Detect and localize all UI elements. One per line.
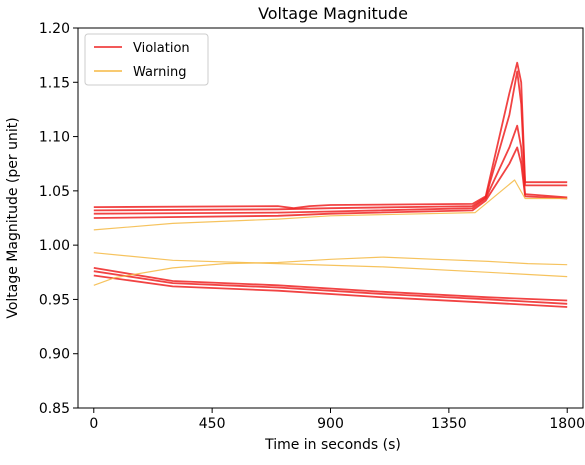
x-tick-label: 450 xyxy=(199,416,226,432)
x-tick-label: 900 xyxy=(317,416,344,432)
series-line-violation-0 xyxy=(93,61,568,210)
series-line-warning-7 xyxy=(93,179,568,231)
series-line-violation-1 xyxy=(93,70,568,212)
x-tick-label: 0 xyxy=(89,416,98,432)
series-lines xyxy=(93,61,568,308)
series-line-warning-9 xyxy=(93,256,568,286)
y-tick-label: 1.00 xyxy=(39,238,70,254)
series-line-violation-4 xyxy=(93,267,568,302)
legend-label-violation: Violation xyxy=(133,41,190,56)
series-line-violation-5 xyxy=(93,270,568,305)
y-tick-label: 1.05 xyxy=(39,184,70,200)
axes: 0 450 900 1350 1800 0.85 0.90 0.95 1.00 1.05 1.10 1… xyxy=(39,21,585,432)
y-tick-label: 1.20 xyxy=(39,21,70,37)
series-line-violation-2 xyxy=(93,124,568,215)
chart-title: Voltage Magnitude xyxy=(258,4,408,23)
series-line-violation-6 xyxy=(93,274,568,308)
x-axis-title: Time in seconds (s) xyxy=(264,437,401,453)
y-tick-label: 1.10 xyxy=(39,130,70,146)
series-line-violation-3 xyxy=(93,146,568,219)
x-tick-label: 1350 xyxy=(431,416,467,432)
y-tick-label: 1.15 xyxy=(39,75,70,91)
legend: Violation Warning xyxy=(84,33,209,86)
legend-label-warning: Warning xyxy=(133,65,186,80)
y-axis-title: Voltage Magnitude (per unit) xyxy=(5,117,21,318)
x-tick-label: 1800 xyxy=(549,416,585,432)
y-tick-label: 0.85 xyxy=(39,401,70,417)
series-line-warning-8 xyxy=(93,252,568,278)
y-tick-label: 0.95 xyxy=(39,292,70,308)
y-tick-label: 0.90 xyxy=(39,347,70,363)
